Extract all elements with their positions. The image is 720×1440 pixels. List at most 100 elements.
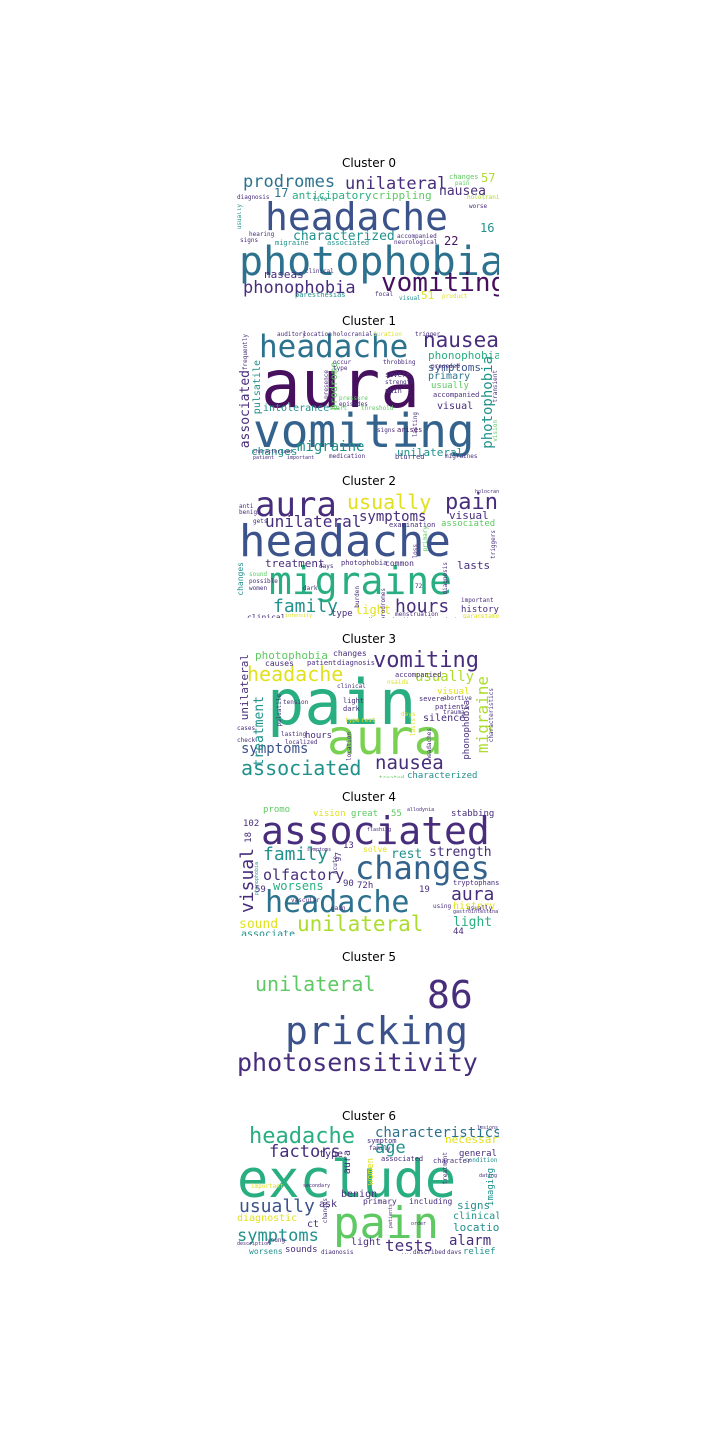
word: nausea: [439, 184, 486, 199]
word: unilateral: [297, 912, 424, 936]
word: location: [346, 732, 353, 761]
word: history: [453, 901, 496, 912]
word: phonophobia: [254, 862, 260, 896]
word: usually: [237, 204, 243, 230]
word: causes: [265, 659, 294, 668]
word: type: [333, 365, 348, 372]
word: dark: [343, 705, 360, 713]
word: characterized: [293, 229, 395, 244]
word: light: [351, 1237, 382, 1248]
word: preceded: [431, 363, 460, 370]
cluster-2-title: Cluster 2: [341, 474, 397, 488]
word: ct: [307, 1219, 320, 1230]
word: usually: [415, 669, 475, 685]
word: headache: [247, 662, 344, 686]
word: headache: [265, 885, 410, 920]
word: vomiting: [253, 404, 475, 458]
word: vision: [313, 809, 346, 819]
word: trigger: [415, 331, 441, 338]
word: tryptophans: [453, 879, 499, 887]
word: rest: [361, 717, 376, 724]
word: location: [453, 1221, 499, 1234]
word: 59: [255, 885, 266, 895]
word: nausea: [423, 330, 499, 352]
word: days: [447, 1249, 462, 1255]
word: hours: [395, 596, 450, 617]
word: menstruation: [395, 611, 439, 618]
word: described: [413, 1249, 446, 1255]
word: start: [329, 405, 348, 412]
word: pain: [455, 180, 470, 187]
word: crippling: [372, 189, 432, 202]
word: diagnostic: [237, 1213, 298, 1224]
word: primary: [363, 1197, 397, 1206]
word: changes: [333, 649, 367, 658]
word: relief: [463, 1247, 496, 1255]
word: age: [375, 1138, 406, 1158]
word: holotranial: [467, 194, 499, 201]
word: headache: [249, 1124, 355, 1149]
word: lesions: [477, 1125, 499, 1131]
word: possible: [249, 578, 278, 585]
cluster-3-title: Cluster 3: [341, 632, 397, 646]
word: severe: [419, 695, 445, 703]
word: changes: [251, 445, 298, 458]
word: migraines: [445, 453, 478, 460]
word: pulsatile: [276, 694, 283, 727]
word: using: [433, 903, 452, 910]
word: patients: [435, 703, 469, 711]
word: patient: [307, 659, 337, 667]
word: aura: [327, 710, 443, 766]
word: pulsatile: [252, 360, 263, 415]
word: accompanied: [395, 671, 442, 679]
word: naseas: [264, 268, 304, 281]
word: localized: [285, 739, 318, 746]
word: changes: [355, 849, 490, 887]
word: photophobia: [239, 239, 499, 285]
word: benign: [341, 1189, 378, 1200]
word: symptoms: [237, 1226, 319, 1246]
word: acute: [332, 856, 339, 875]
word: migraine: [269, 559, 453, 603]
word: important: [287, 455, 315, 461]
word: lasts: [410, 718, 417, 737]
word: changes: [322, 1198, 329, 1224]
word: duration: [373, 331, 402, 338]
word: pain: [331, 905, 346, 912]
word: lasting: [281, 731, 307, 738]
word: order: [411, 1221, 427, 1227]
word: signs: [457, 1199, 491, 1212]
word: symptoms: [428, 361, 481, 374]
word: 72: [415, 583, 423, 590]
word: neurological: [394, 239, 438, 246]
word: changes: [237, 562, 245, 596]
word: headaches: [426, 728, 433, 761]
word: family: [273, 596, 339, 617]
word: alarm: [449, 1233, 492, 1249]
word: clinical: [305, 268, 334, 275]
word: important: [251, 1183, 284, 1190]
word: treatment: [442, 1152, 449, 1185]
cluster-6-title: Cluster 6: [341, 1109, 397, 1123]
word: frequently: [242, 334, 249, 371]
word: vomiting: [373, 648, 479, 673]
word: phonophobia: [243, 278, 356, 298]
word: location: [303, 331, 332, 338]
word: important: [461, 597, 494, 604]
word: signs: [240, 237, 259, 244]
word: phonophobia: [462, 700, 472, 760]
word: intensity: [285, 613, 313, 619]
word: associated: [261, 809, 490, 853]
word: unilateral: [345, 174, 448, 194]
word: life: [313, 196, 328, 203]
word: days: [401, 711, 416, 718]
word: headache: [259, 330, 409, 365]
cluster-4-title: Cluster 4: [341, 790, 397, 804]
word: visual: [437, 687, 470, 697]
word: episodes: [339, 401, 368, 408]
word: vomiting: [381, 268, 499, 298]
word: type: [319, 1149, 344, 1160]
word: 102: [243, 819, 260, 829]
word: photosensitivity: [237, 1048, 478, 1077]
word: including: [409, 1197, 453, 1206]
